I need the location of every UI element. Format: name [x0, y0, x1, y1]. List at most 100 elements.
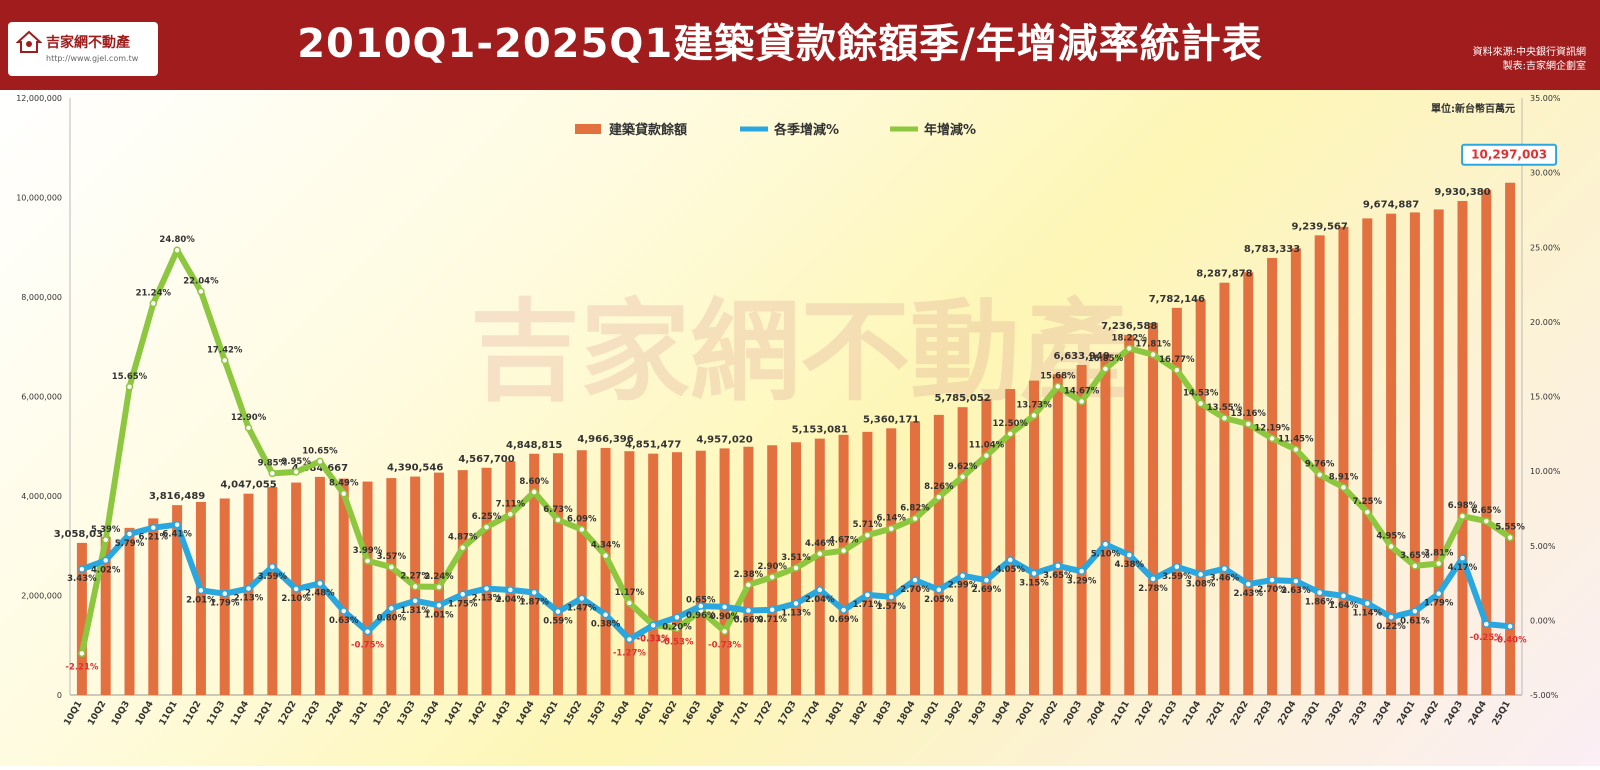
qoq-value-label: 0.22% [1376, 622, 1406, 632]
x-tick-label: 22Q3 [1253, 700, 1275, 728]
yoy-value-label: 11.04% [969, 441, 1005, 451]
bar [1076, 364, 1087, 695]
qoq-value-label: 4.38% [1114, 560, 1144, 570]
yoy-value-label: 2.90% [757, 562, 787, 572]
yoy-value-label: 6.82% [900, 504, 930, 514]
qoq-point [78, 565, 86, 573]
x-tick-label: 15Q2 [562, 700, 584, 728]
x-tick-label: 19Q2 [943, 700, 965, 728]
yoy-value-label: 18.22% [1112, 333, 1148, 343]
yoy-point [530, 488, 538, 496]
qoq-point [244, 584, 253, 593]
x-tick-label: 24Q2 [1419, 700, 1441, 728]
yoy-value-label: 6.73% [543, 505, 573, 515]
x-tick-label: 15Q1 [539, 700, 561, 728]
yoy-value-label: 8.60% [519, 477, 549, 487]
bar-value-label: 4,047,055 [220, 480, 276, 491]
bar-value-label: 5,360,171 [863, 414, 919, 425]
x-tick-label: 24Q1 [1396, 700, 1418, 728]
yoy-value-label: 15.65% [112, 372, 148, 382]
bar [1505, 182, 1516, 695]
x-tick-label: 21Q2 [1134, 700, 1156, 728]
qoq-point [1387, 613, 1395, 621]
x-tick-label: 24Q3 [1443, 700, 1465, 728]
qoq-value-label: 3.43% [67, 574, 97, 584]
qoq-value-label: 2.99% [948, 581, 978, 591]
qoq-point [1244, 580, 1253, 588]
x-tick-label: 10Q1 [63, 700, 85, 728]
x-tick-label: 11Q3 [205, 700, 227, 728]
qoq-point [1315, 588, 1324, 597]
qoq-point [744, 606, 753, 615]
qoq-point [1030, 569, 1038, 578]
yoy-point [839, 546, 848, 555]
bar [362, 481, 373, 695]
bar [1243, 272, 1254, 695]
bar-value-label: 4,851,477 [625, 440, 681, 451]
qoq-value-label: 0.80% [377, 613, 407, 623]
yoy-point [339, 489, 348, 498]
x-tick-label: 17Q4 [801, 700, 823, 728]
callout-label: 10,297,003 [1471, 148, 1547, 162]
legend-label: 建築貸款餘額 [609, 122, 687, 138]
yoy-point [1268, 434, 1276, 443]
bar-value-label: 4,567,700 [458, 454, 514, 465]
qoq-point [197, 586, 205, 595]
yoy-value-label: 16.85% [1088, 354, 1124, 364]
bar-value-label: 9,239,567 [1292, 221, 1348, 232]
qoq-point [220, 589, 229, 598]
qoq-point [1006, 556, 1014, 564]
bar-value-label: 9,674,887 [1363, 200, 1419, 211]
qoq-value-label: 2.13% [234, 594, 264, 604]
bar-value-label: 4,966,396 [577, 434, 633, 445]
yoy-value-label: 9.62% [948, 462, 978, 472]
qoq-value-label: 0.63% [329, 616, 359, 626]
yoy-value-label: -0.73% [708, 640, 741, 650]
yoy-point [1482, 517, 1491, 525]
bar [552, 453, 563, 695]
qoq-point [816, 586, 824, 594]
qoq-point [363, 627, 372, 636]
yoy-point [268, 469, 277, 478]
bar [1338, 226, 1349, 696]
bar [910, 421, 921, 695]
x-tick-label: 12Q2 [277, 700, 299, 728]
x-tick-label: 14Q1 [443, 700, 465, 728]
x-tick-label: 11Q2 [182, 700, 204, 728]
bar-value-label: 4,390,546 [387, 463, 443, 474]
yoy-point [1411, 562, 1419, 570]
bar [195, 501, 206, 695]
yoy-point [816, 550, 824, 558]
qoq-value-label: 6.41% [162, 530, 192, 540]
qoq-point [149, 523, 158, 532]
y-left-tick-label: 10,000,000 [16, 194, 62, 203]
bar [457, 470, 468, 695]
yoy-point [125, 383, 134, 391]
qoq-point [435, 601, 443, 610]
qoq-value-label: 3.08% [1186, 579, 1216, 589]
bar [100, 536, 111, 695]
bar-value-label: 9,930,380 [1434, 187, 1490, 198]
y-right-tick-label: 20.00% [1530, 318, 1561, 327]
bar [862, 431, 873, 695]
qoq-value-label: 3.65% [1043, 571, 1073, 581]
yoy-value-label: 6.14% [876, 514, 906, 524]
bar [886, 428, 897, 695]
qoq-value-label: 2.05% [924, 595, 954, 605]
legend-label: 各季增減% [773, 122, 839, 138]
qoq-value-label: 1.31% [400, 606, 430, 616]
legend-swatch-bar [575, 124, 601, 134]
yoy-point [1339, 483, 1348, 492]
bar-value-label: 4,848,815 [506, 440, 562, 451]
yoy-point [720, 627, 729, 636]
yoy-point [220, 356, 229, 365]
yoy-value-label: 6.25% [472, 512, 502, 522]
qoq-value-label: 2.43% [1234, 589, 1264, 599]
qoq-value-label: -0.40% [1494, 635, 1527, 645]
qoq-value-label: 0.59% [543, 617, 573, 627]
bar [1171, 307, 1182, 695]
y-left-tick-label: 6,000,000 [21, 393, 62, 402]
qoq-point [173, 520, 181, 529]
qoq-value-label: 5.79% [115, 539, 145, 549]
yoy-point [1149, 350, 1157, 359]
